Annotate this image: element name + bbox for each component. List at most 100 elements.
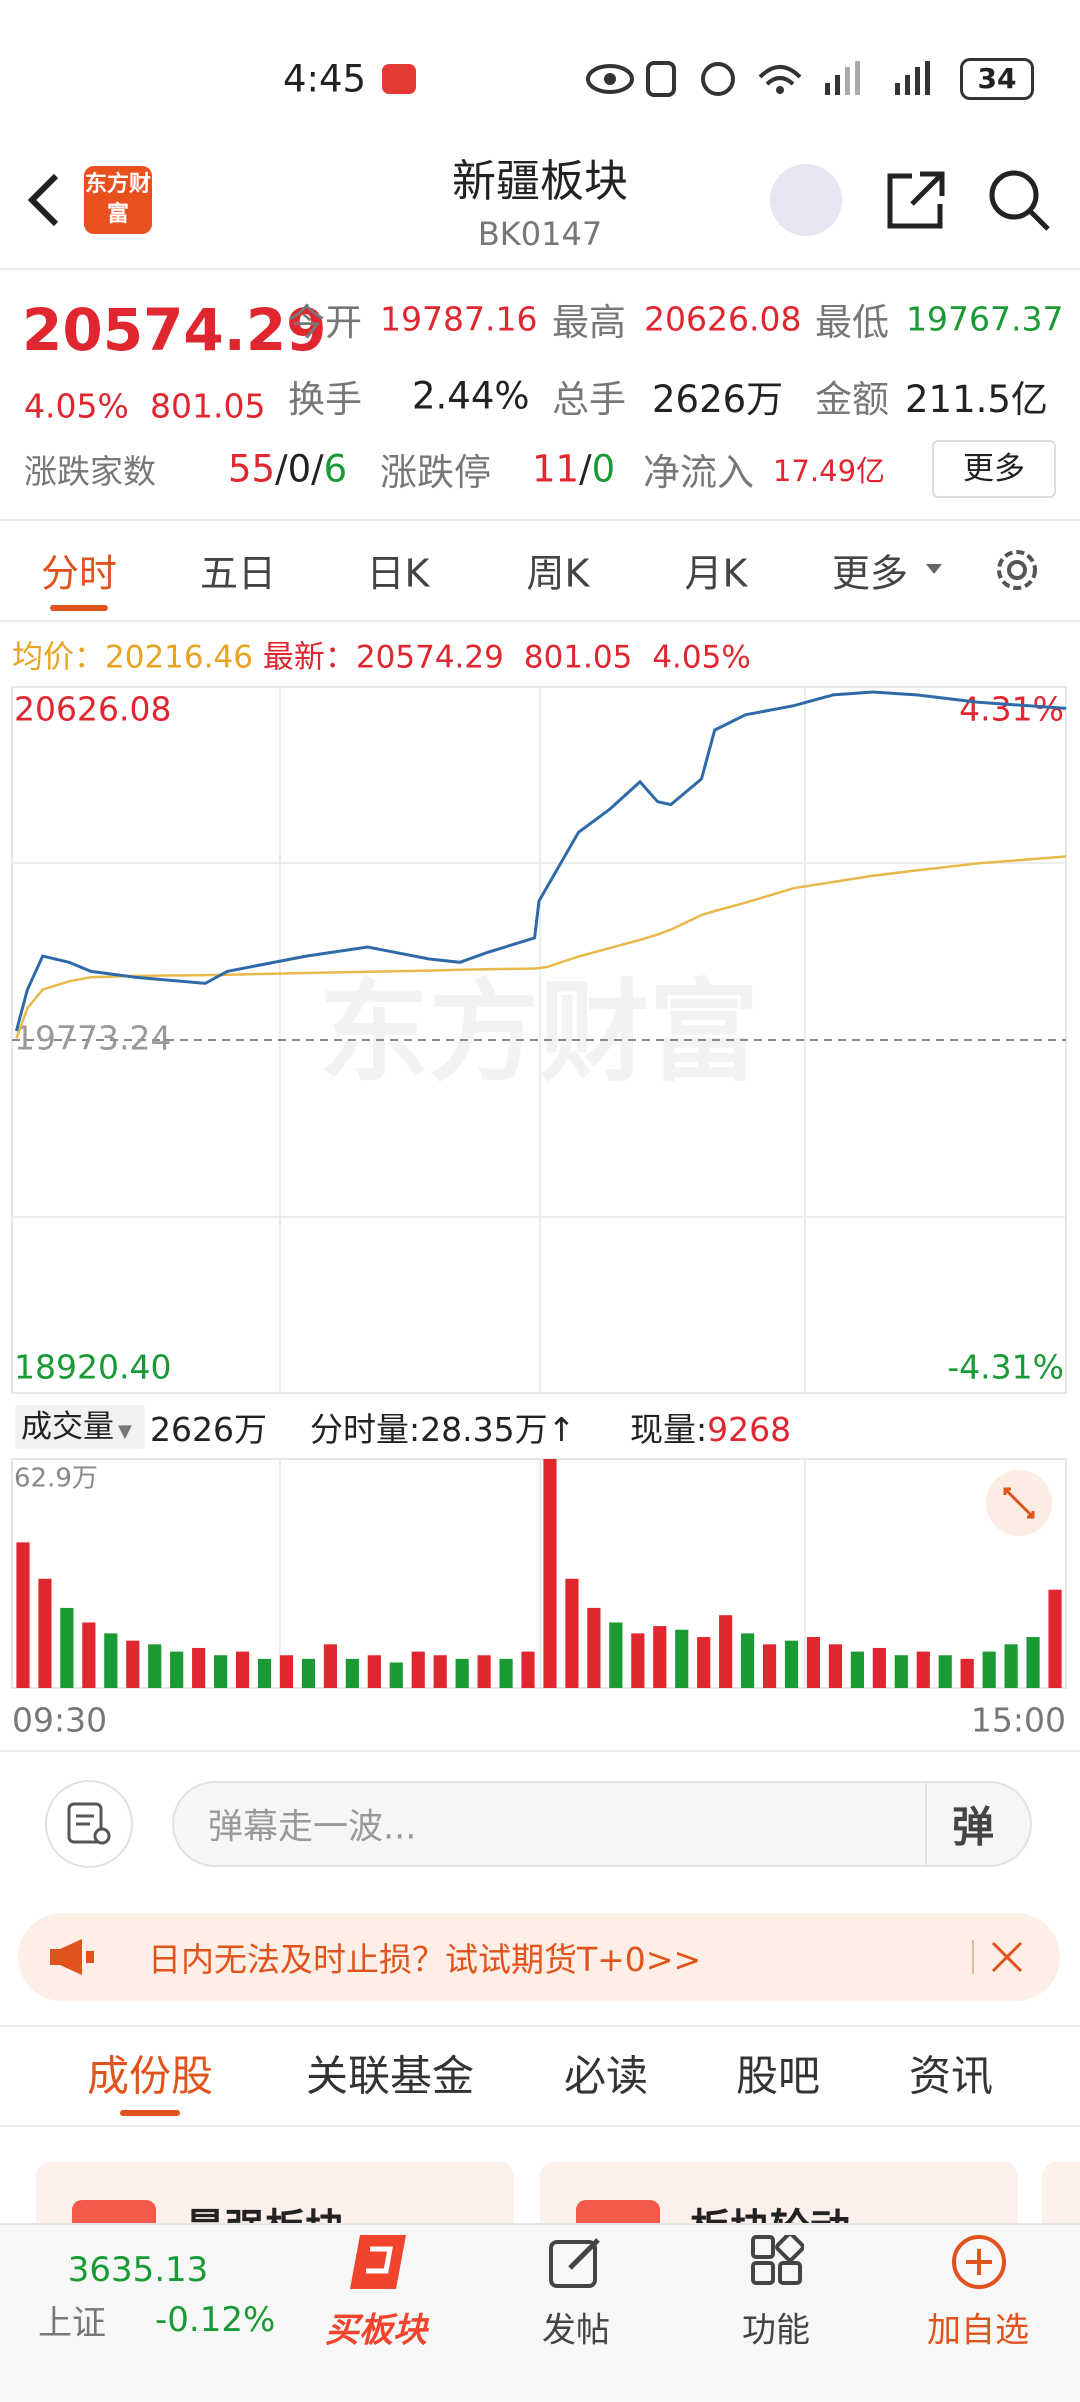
tab-indicator xyxy=(50,605,108,611)
field-value: 2.44% xyxy=(412,374,530,418)
section-tab[interactable]: 资讯 xyxy=(908,2051,994,2101)
caret: ▼ xyxy=(118,1421,132,1442)
more-button[interactable]: 更多 xyxy=(932,440,1056,498)
nav-item[interactable]: 买板块 xyxy=(325,2310,427,2351)
volume-bar xyxy=(214,1655,228,1688)
volume-bar xyxy=(82,1622,96,1688)
volume-bar xyxy=(631,1633,645,1688)
change-percent: 4.05% xyxy=(24,386,129,426)
section-tab[interactable]: 必读 xyxy=(563,2051,649,2101)
volume-bar xyxy=(104,1633,118,1688)
label: 分时量: xyxy=(310,1410,421,1449)
field-value: 19767.37 xyxy=(906,299,1064,339)
volume-bar xyxy=(1048,1589,1062,1688)
separator: / xyxy=(579,447,592,491)
section-tab[interactable]: 关联基金 xyxy=(305,2051,475,2101)
label: 现量: xyxy=(630,1410,708,1449)
y-tick-label: 19773.24 xyxy=(14,1019,171,1058)
volume-bar xyxy=(1026,1637,1040,1688)
app-logo[interactable]: 东方财富 xyxy=(84,166,152,234)
volume-bar xyxy=(741,1633,755,1688)
separator xyxy=(972,1940,974,1974)
volume-bar xyxy=(675,1629,689,1688)
index-value[interactable]: 3635.13 xyxy=(67,2250,209,2290)
volume-bar xyxy=(389,1662,403,1688)
volume-selector[interactable]: 成交量 ▼ xyxy=(15,1405,145,1449)
back-button[interactable] xyxy=(24,170,64,230)
page-title: 新疆板块 xyxy=(452,156,628,207)
volume-bar xyxy=(499,1658,513,1688)
field-value: 19787.16 xyxy=(380,299,538,339)
volume-bar xyxy=(455,1658,469,1688)
volume-bar xyxy=(565,1578,579,1688)
separator: / xyxy=(275,447,288,491)
settings-button[interactable] xyxy=(990,543,1044,597)
up-count: 55 xyxy=(228,447,276,491)
volume-bar xyxy=(257,1658,272,1688)
volume-bar xyxy=(1004,1644,1018,1688)
volume-bar xyxy=(345,1658,359,1688)
x-tick-label: 09:30 xyxy=(12,1701,107,1740)
nav-item[interactable]: 加自选 xyxy=(927,2310,1029,2351)
field-label: 换手 xyxy=(288,378,362,421)
grid xyxy=(12,687,1066,1688)
volume-bar xyxy=(301,1658,316,1688)
separator xyxy=(925,1782,927,1866)
close-button[interactable] xyxy=(990,1940,1024,1974)
index-name[interactable]: 上证 xyxy=(38,2303,106,2344)
change-amount: 801.05 xyxy=(150,386,266,426)
down-count: 6 xyxy=(323,447,348,491)
volume-bar xyxy=(192,1647,206,1688)
divider xyxy=(0,268,1080,270)
divider xyxy=(0,2025,1080,2027)
y2-tick-label: -4.31% xyxy=(947,1348,1064,1387)
volume-bar xyxy=(38,1578,52,1688)
assistant-avatar[interactable] xyxy=(770,164,842,236)
section-tab-active[interactable]: 成份股 xyxy=(86,2051,214,2101)
volume-bar xyxy=(367,1655,381,1688)
inflow-label: 净流入 xyxy=(643,451,754,494)
section-tab[interactable]: 股吧 xyxy=(735,2051,821,2101)
tab-indicator xyxy=(120,2110,180,2116)
y-tick-label: 62.9万 xyxy=(14,1464,98,1494)
field-value: 20626.08 xyxy=(644,299,802,339)
danmaku-input[interactable] xyxy=(172,1781,1032,1867)
nav-item[interactable]: 发帖 xyxy=(542,2310,610,2351)
volume-bar xyxy=(828,1644,843,1688)
danmaku-button[interactable]: 弹 xyxy=(952,1802,995,1852)
promo-banner[interactable] xyxy=(18,1913,1060,2001)
tab[interactable]: 月K xyxy=(684,551,748,596)
volume-bar xyxy=(960,1658,974,1688)
field-label: 最高 xyxy=(552,301,626,344)
tab[interactable]: 更多 xyxy=(831,551,909,596)
tab[interactable]: 五日 xyxy=(199,551,277,596)
volume-bar xyxy=(609,1622,623,1688)
volume-bar xyxy=(872,1647,886,1688)
field-label: 金额 xyxy=(815,378,889,421)
limit-up: 11 xyxy=(532,447,580,491)
volume-bar xyxy=(279,1655,294,1688)
index-change[interactable]: -0.12% xyxy=(155,2300,276,2340)
search-button[interactable] xyxy=(986,167,1052,233)
banner-text[interactable]: 日内无法及时止损？试试期货T+0>> xyxy=(148,1940,702,1979)
divider xyxy=(0,519,1080,521)
volume-bar xyxy=(719,1615,733,1688)
share-button[interactable] xyxy=(884,168,948,232)
y-tick-label: 18920.40 xyxy=(14,1348,171,1387)
volume-frame xyxy=(11,1458,1067,1689)
volume-bar xyxy=(806,1637,821,1688)
divider xyxy=(0,2125,1080,2127)
tab-active[interactable]: 分时 xyxy=(40,551,118,596)
field-label: 总手 xyxy=(552,378,626,421)
volume-bar xyxy=(697,1637,711,1688)
y2-tick-label: 4.31% xyxy=(959,690,1064,729)
volume-bar xyxy=(126,1640,140,1688)
danmaku-settings[interactable] xyxy=(45,1780,133,1868)
nav-item[interactable]: 功能 xyxy=(742,2310,810,2351)
volume-bar xyxy=(587,1607,601,1688)
volume-bar xyxy=(411,1651,425,1688)
tab[interactable]: 日K xyxy=(366,551,430,596)
tab[interactable]: 周K xyxy=(526,551,590,596)
flat-count: 0 xyxy=(287,447,312,491)
avg-value: 20216.46 xyxy=(105,639,253,676)
